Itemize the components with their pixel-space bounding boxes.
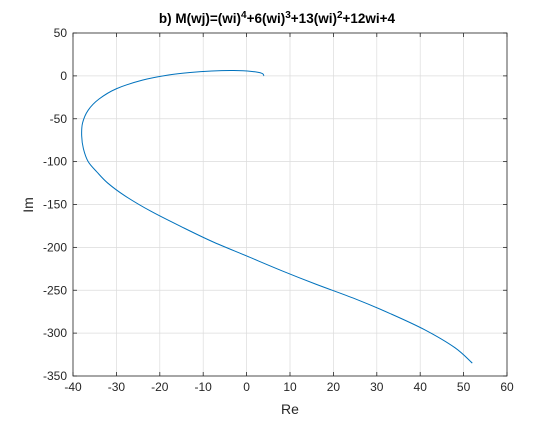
x-tick-label: 20 <box>327 380 341 394</box>
x-tick-label: 60 <box>500 380 514 394</box>
series-line-nyquist <box>81 70 473 364</box>
tick-marks <box>72 32 508 377</box>
y-tick-label: -250 <box>43 283 67 297</box>
x-tick-label: 30 <box>370 380 384 394</box>
y-tick-labels: 50 0 -50 -100 -150 -200 -250 -300 -350 <box>43 26 67 383</box>
y-tick-label: -200 <box>43 240 67 254</box>
x-axis-label: Re <box>281 401 299 417</box>
y-tick-label: 0 <box>60 69 67 83</box>
chart-title: b) M(wj)=(wi)4+6(wi)3+13(wi)2+12wi+4 <box>159 10 396 27</box>
x-tick-label: -40 <box>64 380 82 394</box>
x-tick-label: 40 <box>414 380 428 394</box>
x-tick-label: 10 <box>283 380 297 394</box>
y-tick-label: -100 <box>43 155 67 169</box>
y-tick-label: -150 <box>43 198 67 212</box>
x-tick-label: -20 <box>151 380 169 394</box>
y-tick-label: -50 <box>50 112 68 126</box>
x-tick-label: 0 <box>243 380 250 394</box>
y-tick-label: -350 <box>43 369 67 383</box>
x-tick-labels: -40 -30 -20 -10 0 10 20 30 40 50 60 <box>64 380 514 394</box>
x-tick-label: -30 <box>108 380 126 394</box>
y-tick-label: 50 <box>54 26 68 40</box>
y-tick-label: -300 <box>43 326 67 340</box>
x-tick-label: -10 <box>195 380 213 394</box>
x-tick-label: 50 <box>457 380 471 394</box>
y-axis-label: Im <box>20 197 36 213</box>
series-layer <box>81 70 473 364</box>
